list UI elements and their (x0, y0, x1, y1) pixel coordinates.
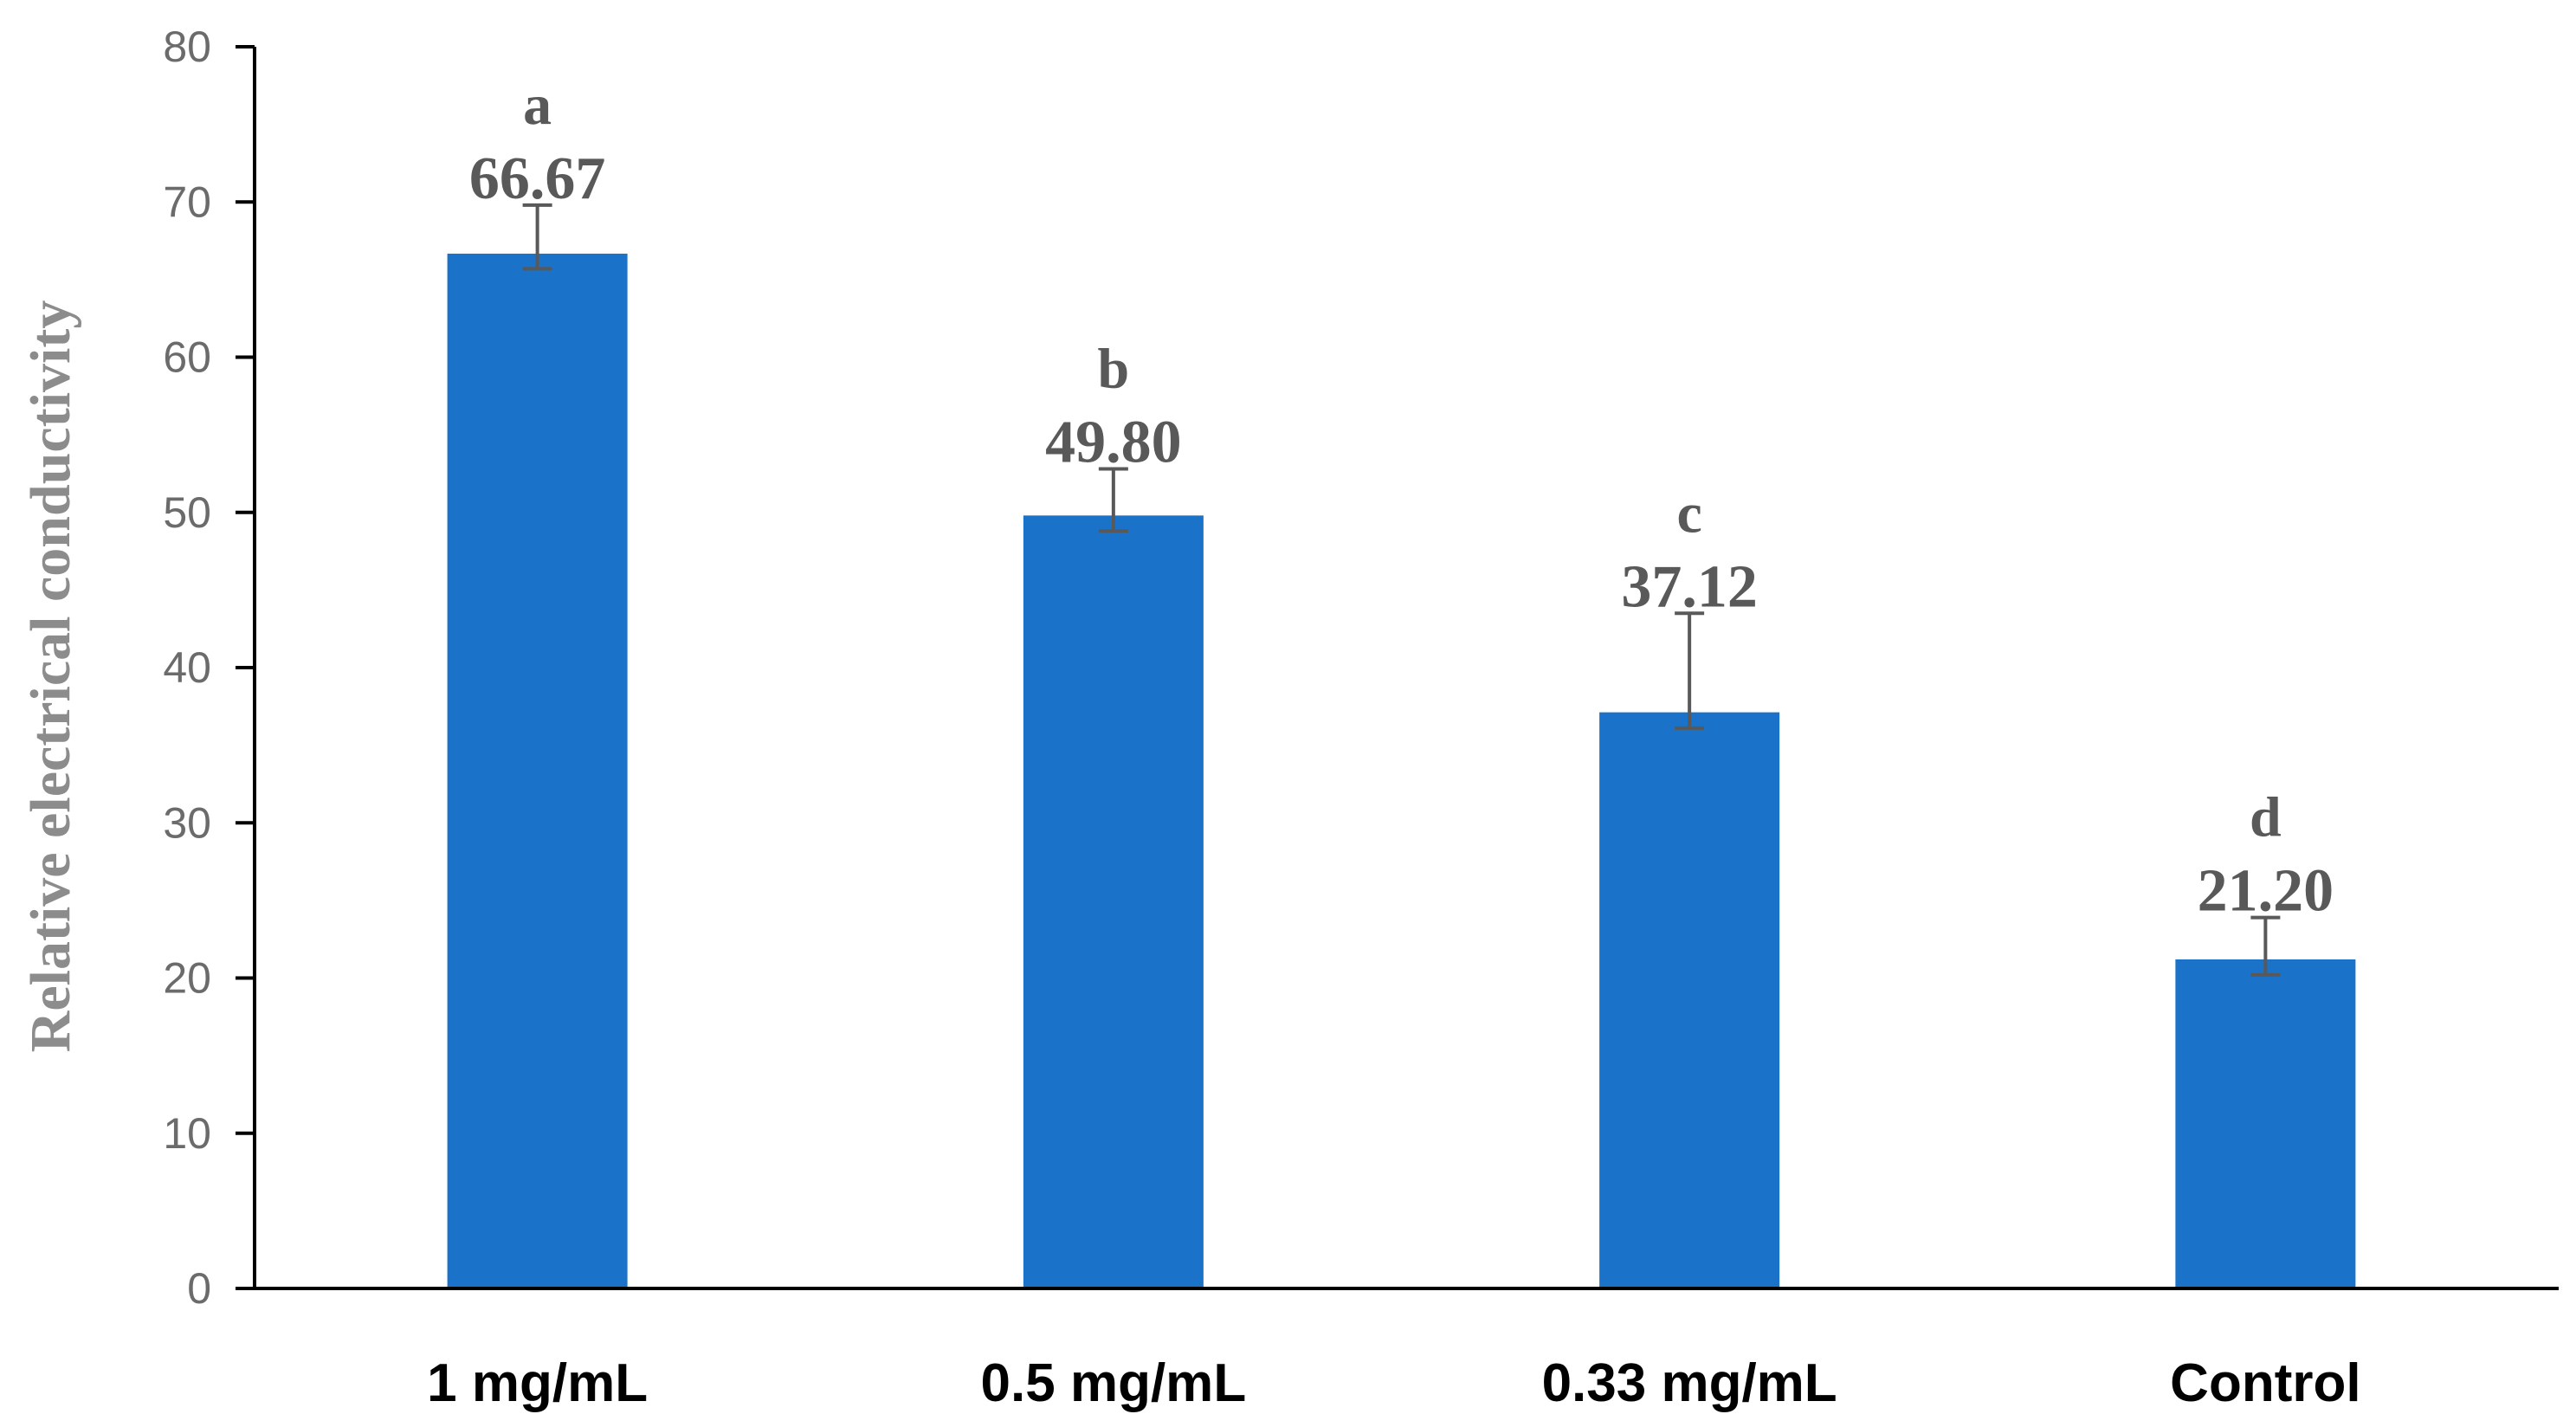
value-label: 37.12 (1621, 553, 1758, 620)
value-label: 49.80 (1045, 410, 1182, 476)
y-tick-label: 10 (163, 1109, 211, 1158)
y-tick-label: 20 (163, 954, 211, 1003)
y-tick-label: 80 (163, 23, 211, 71)
x-category-label: 1 mg/mL (427, 1353, 648, 1413)
significance-label: a (523, 74, 552, 137)
x-category-label: 0.5 mg/mL (981, 1353, 1247, 1413)
x-axis-categories: 1 mg/mL 0.5 mg/mL 0.33 mg/mL Control (427, 1353, 2360, 1413)
bar-3 (1599, 712, 1780, 1288)
significance-label: d (2250, 786, 2282, 849)
y-axis-title: Relative electrical conductivity (19, 300, 82, 1053)
significance-label: c (1676, 481, 1701, 545)
y-axis-ticks: 0 10 20 30 40 50 60 70 80 (163, 23, 255, 1313)
bar-1 (447, 253, 628, 1289)
y-tick-label: 0 (187, 1264, 211, 1313)
bars (447, 253, 2356, 1289)
bar-labels: 66.67 a 49.80 b 37.12 c 21.20 d (469, 74, 2334, 925)
value-label: 21.20 (2198, 858, 2334, 925)
y-tick-label: 60 (163, 333, 211, 382)
y-tick-label: 40 (163, 643, 211, 692)
significance-label: b (1098, 338, 1130, 401)
error-bars (522, 203, 2281, 977)
y-tick-label: 70 (163, 178, 211, 226)
bar-2 (1023, 515, 1204, 1288)
value-label: 66.67 (469, 145, 606, 212)
bar-4 (2175, 959, 2356, 1288)
y-tick-label: 50 (163, 488, 211, 537)
x-category-label: 0.33 mg/mL (1542, 1353, 1837, 1413)
y-tick-label: 30 (163, 798, 211, 847)
x-category-label: Control (2170, 1353, 2360, 1413)
